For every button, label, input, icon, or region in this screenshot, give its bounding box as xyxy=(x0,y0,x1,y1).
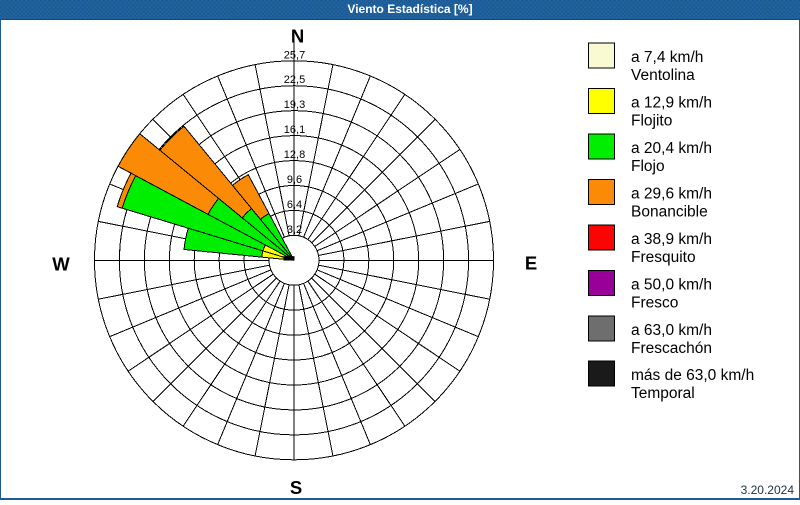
svg-text:Fresco: Fresco xyxy=(631,294,678,311)
svg-text:a 12,9 km/h: a 12,9 km/h xyxy=(631,95,712,112)
svg-text:Flojito: Flojito xyxy=(631,113,672,130)
svg-text:más de 63,0 km/h: más de 63,0 km/h xyxy=(631,367,754,384)
svg-text:16,1: 16,1 xyxy=(284,124,305,136)
svg-text:a 7,4 km/h: a 7,4 km/h xyxy=(631,49,703,66)
svg-text:S: S xyxy=(290,477,302,498)
svg-text:12,8: 12,8 xyxy=(284,149,305,161)
svg-text:9,6: 9,6 xyxy=(287,174,302,186)
svg-text:a 50,0 km/h: a 50,0 km/h xyxy=(631,276,712,293)
svg-text:25,7: 25,7 xyxy=(284,49,305,61)
svg-text:Temporal: Temporal xyxy=(631,385,695,402)
svg-text:a 29,6 km/h: a 29,6 km/h xyxy=(631,185,712,202)
svg-text:Flojo: Flojo xyxy=(631,158,665,175)
svg-text:Fresquito: Fresquito xyxy=(631,249,696,266)
svg-text:19,3: 19,3 xyxy=(284,99,305,111)
svg-text:3.20.2024: 3.20.2024 xyxy=(741,483,795,497)
svg-text:E: E xyxy=(525,253,537,274)
svg-text:a 38,9 km/h: a 38,9 km/h xyxy=(631,231,712,248)
svg-text:6,4: 6,4 xyxy=(287,199,302,211)
svg-text:N: N xyxy=(291,25,304,46)
svg-text:3,2: 3,2 xyxy=(287,224,302,236)
svg-text:Ventolina: Ventolina xyxy=(631,67,695,84)
svg-text:a 63,0 km/h: a 63,0 km/h xyxy=(631,322,712,339)
svg-text:Bonancible: Bonancible xyxy=(631,203,708,220)
svg-text:W: W xyxy=(52,253,70,274)
svg-text:Frescachón: Frescachón xyxy=(631,340,712,357)
svg-text:a 20,4 km/h: a 20,4 km/h xyxy=(631,140,712,157)
svg-text:22,5: 22,5 xyxy=(284,74,305,86)
